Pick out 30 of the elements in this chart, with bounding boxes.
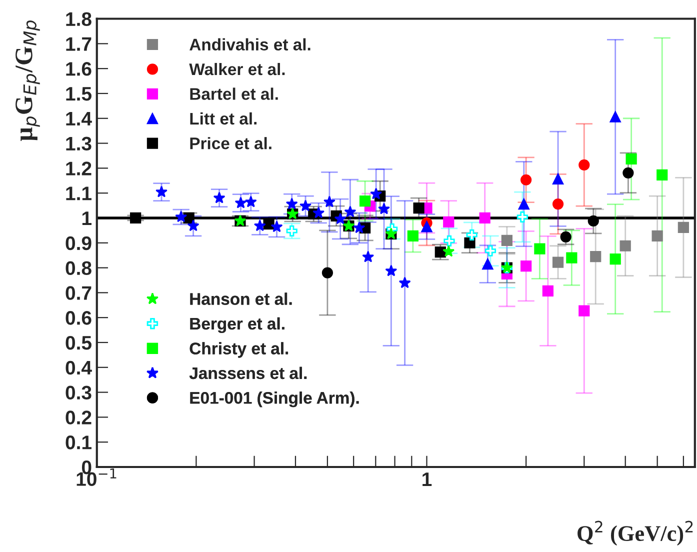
y-tick-label: 0.5 xyxy=(66,336,92,350)
legend-label: Litt et al. xyxy=(190,112,257,125)
y-tick-label: 1.4 xyxy=(66,112,92,126)
y-tick-label: 1.8 xyxy=(66,12,92,26)
legend-label: Bartel et al. xyxy=(190,88,278,100)
y-tick-label: 0.4 xyxy=(66,360,92,375)
legend-label: Janssens et al. xyxy=(189,366,307,380)
y-tick-label: 0.2 xyxy=(66,410,92,424)
y-tick-label: 0.6 xyxy=(66,311,92,325)
y-tick-label: 0.8 xyxy=(66,261,92,276)
y-tick-label: 1.5 xyxy=(66,87,92,101)
legend-label: E01-001 (Single Arm). xyxy=(190,392,359,408)
y-tick-label: 0.7 xyxy=(66,286,92,300)
y-tick-label: 0.3 xyxy=(66,386,92,400)
y-tick-label: 1.6 xyxy=(66,62,92,76)
y-tick-label: 1.2 xyxy=(66,162,92,176)
legend-label: Christy et al. xyxy=(190,342,288,358)
legend-label: Andivahis et al. xyxy=(190,38,310,50)
legend-label: Price et al. xyxy=(190,137,272,150)
y-tick-label: 1.7 xyxy=(66,37,92,51)
x-axis-title: Q$^{2}$ (GeV/c)$^{2}$ xyxy=(578,520,693,546)
legend-label: Walker et al. xyxy=(189,62,285,76)
legend-label: Hanson et al. xyxy=(190,292,292,305)
legend-label: Berger et al. xyxy=(190,317,284,333)
y-tick-label: 1.1 xyxy=(66,186,92,200)
y-axis-title: μ$_{p}$G$_{Ep}$/G$_{Mp}$ xyxy=(16,20,40,141)
y-tick-label: 0.9 xyxy=(66,236,92,250)
y-tick-label: 1.3 xyxy=(66,136,92,151)
y-tick-label: 0.1 xyxy=(66,436,92,450)
y-tick-label: 1 xyxy=(82,212,92,226)
